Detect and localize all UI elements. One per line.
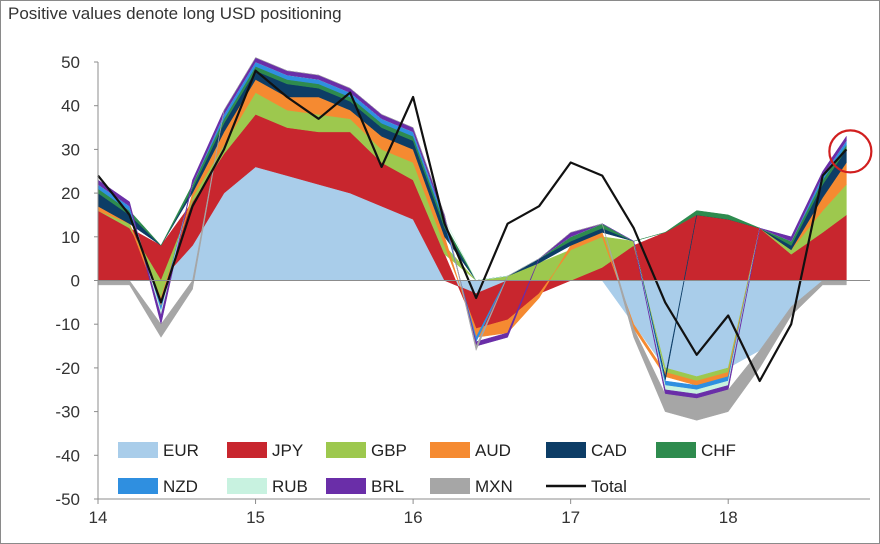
chart-subtitle: Positive values denote long USD position…	[8, 4, 342, 23]
legend-swatch-brl	[326, 478, 366, 494]
y-tick-label: 30	[61, 140, 80, 159]
legend-swatch-gbp	[326, 442, 366, 458]
x-tick-label: 15	[246, 508, 265, 527]
legend-swatch-eur	[118, 442, 158, 458]
line-total	[97, 69, 848, 383]
legend-swatch-nzd	[118, 478, 158, 494]
y-tick-label: 10	[61, 228, 80, 247]
legend-label-jpy: JPY	[272, 441, 303, 460]
legend-label-mxn: MXN	[475, 477, 513, 496]
legend-label-total: Total	[591, 477, 627, 496]
y-tick-label: 40	[61, 97, 80, 116]
legend-label-chf: CHF	[701, 441, 736, 460]
legend-label-aud: AUD	[475, 441, 511, 460]
y-tick-label: -10	[55, 315, 80, 334]
legend-swatch-cad	[546, 442, 586, 458]
legend-label-rub: RUB	[272, 477, 308, 496]
legend-label-nzd: NZD	[163, 477, 198, 496]
legend-label-brl: BRL	[371, 477, 404, 496]
legend-swatch-rub	[227, 478, 267, 494]
y-tick-label: 20	[61, 184, 80, 203]
y-tick-label: -50	[55, 490, 80, 509]
x-tick-label: 16	[404, 508, 423, 527]
y-tick-label: -40	[55, 446, 80, 465]
y-tick-label: 0	[71, 272, 80, 291]
legend-swatch-aud	[430, 442, 470, 458]
highlight-circle	[828, 129, 873, 174]
legend-swatch-mxn	[430, 478, 470, 494]
x-tick-label: 18	[719, 508, 738, 527]
legend-swatch-chf	[656, 442, 696, 458]
x-tick-label: 14	[89, 508, 108, 527]
legend-swatch-jpy	[227, 442, 267, 458]
y-tick-label: 50	[61, 53, 80, 72]
x-tick-label: 17	[561, 508, 580, 527]
y-tick-label: -20	[55, 359, 80, 378]
y-tick-label: -30	[55, 403, 80, 422]
legend-label-eur: EUR	[163, 441, 199, 460]
legend-label-cad: CAD	[591, 441, 627, 460]
legend-label-gbp: GBP	[371, 441, 407, 460]
